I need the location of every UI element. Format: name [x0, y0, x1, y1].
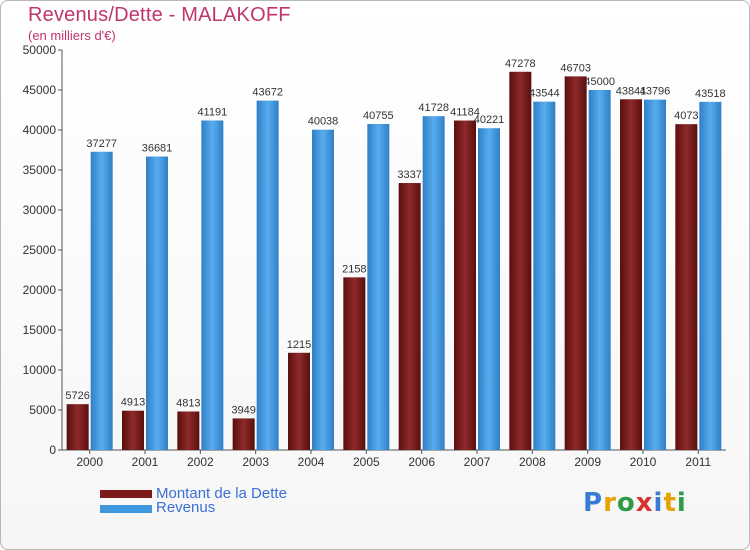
data-label-revenus: 36681 — [142, 143, 173, 155]
x-tick-label: 2008 — [519, 455, 546, 469]
data-label-dette: 47278 — [505, 58, 536, 70]
y-tick-label: 20000 — [23, 283, 57, 297]
data-label-revenus: 43544 — [529, 88, 560, 100]
logo-letter: P — [583, 488, 604, 518]
chart-axes: 0 5000 10000 15000 20000 25000 30000 35000 40000… — [23, 43, 726, 469]
y-tick-label: 40000 — [23, 123, 57, 137]
y-tick-label: 30000 — [23, 203, 57, 217]
data-label-dette: 46703 — [560, 62, 591, 74]
data-label-dette: 2158 — [342, 263, 366, 275]
bar-dette — [454, 120, 476, 450]
data-label-dette: 4073 — [674, 110, 698, 122]
x-tick-label: 2006 — [408, 455, 435, 469]
data-label-revenus: 40755 — [363, 110, 394, 122]
chart-data-labels: 5726 37277 4913 36681 4813 41191 3949 43672 1215… — [65, 58, 725, 417]
data-label-dette: 3949 — [231, 404, 255, 416]
bar-revenus — [422, 116, 445, 451]
legend-label-debt: Montant de la Dette — [156, 485, 287, 502]
bar-dette — [620, 99, 642, 450]
data-label-revenus: 43518 — [695, 88, 726, 100]
data-label-revenus: 45000 — [584, 76, 615, 88]
bar-revenus — [146, 156, 168, 450]
legend-swatch-debt — [100, 490, 152, 498]
bar-revenus — [367, 123, 390, 451]
bar-revenus — [533, 101, 556, 450]
x-tick-label: 2004 — [298, 455, 325, 469]
y-tick-label: 35000 — [23, 163, 57, 177]
bar-dette — [343, 277, 366, 450]
bar-revenus — [312, 129, 334, 451]
chart-title: Revenus/Dette - MALAKOFF — [28, 4, 291, 26]
data-label-revenus: 40221 — [474, 114, 505, 126]
y-tick-label: 15000 — [23, 323, 57, 337]
data-label-dette: 41184 — [450, 107, 480, 119]
x-tick-label: 2010 — [630, 455, 657, 469]
bar-dette — [66, 404, 89, 450]
bar-dette — [675, 124, 698, 450]
logo-letter: i — [676, 488, 687, 518]
data-label-revenus: 41191 — [197, 106, 227, 118]
bar-revenus — [644, 99, 666, 450]
bar-revenus — [201, 120, 224, 451]
chart-subtitle: (en milliers d'€) — [28, 28, 116, 43]
x-tick-label: 2005 — [353, 455, 380, 469]
logo-letter: r — [603, 488, 617, 518]
bar-revenus — [699, 101, 722, 450]
logo-letter: i — [653, 488, 664, 518]
data-label-dette: 43841 — [616, 85, 647, 97]
y-tick-label: 10000 — [23, 363, 57, 377]
chart-bars — [66, 71, 722, 451]
data-label-revenus: 43796 — [640, 86, 671, 98]
proxiti-logo: Proxiti — [583, 488, 687, 518]
bar-revenus — [478, 128, 500, 450]
bar-revenus — [588, 90, 611, 450]
legend-label-revenus: Revenus — [156, 499, 216, 516]
bar-dette — [288, 352, 310, 450]
bar-dette — [177, 411, 200, 450]
x-tick-label: 2001 — [132, 455, 159, 469]
logo-letter: t — [663, 488, 677, 518]
data-label-revenus: 40038 — [308, 116, 339, 128]
y-tick-label: 50000 — [23, 43, 57, 57]
x-tick-label: 2009 — [574, 455, 601, 469]
x-tick-label: 2002 — [187, 455, 214, 469]
y-tick-label: 5000 — [29, 403, 56, 417]
bar-dette — [232, 418, 255, 450]
logo-letter: o — [616, 488, 636, 518]
x-tick-label: 2003 — [242, 455, 269, 469]
logo-letter: x — [635, 488, 654, 518]
data-label-dette: 3337 — [397, 169, 421, 181]
y-tick-label: 45000 — [23, 83, 57, 97]
data-label-dette: 4913 — [121, 397, 145, 409]
bar-dette — [509, 71, 532, 450]
legend-swatch-revenus — [100, 505, 152, 513]
x-tick-label: 2000 — [76, 455, 103, 469]
x-tick-label: 2011 — [685, 455, 711, 469]
x-tick-label: 2007 — [464, 455, 491, 469]
data-label-revenus: 41728 — [418, 102, 449, 114]
bar-revenus — [90, 151, 113, 450]
data-label-revenus: 43672 — [252, 87, 283, 99]
data-label-dette: 4813 — [176, 397, 200, 409]
bar-revenus — [256, 100, 279, 451]
data-label-dette: 5726 — [65, 390, 89, 402]
data-label-revenus: 37277 — [86, 138, 117, 150]
bar-dette — [122, 410, 144, 450]
data-label-dette: 1215 — [287, 339, 311, 351]
y-tick-label: 25000 — [23, 243, 57, 257]
bar-dette — [398, 183, 421, 451]
bar-dette — [564, 76, 587, 450]
y-tick-label: 0 — [49, 443, 56, 457]
